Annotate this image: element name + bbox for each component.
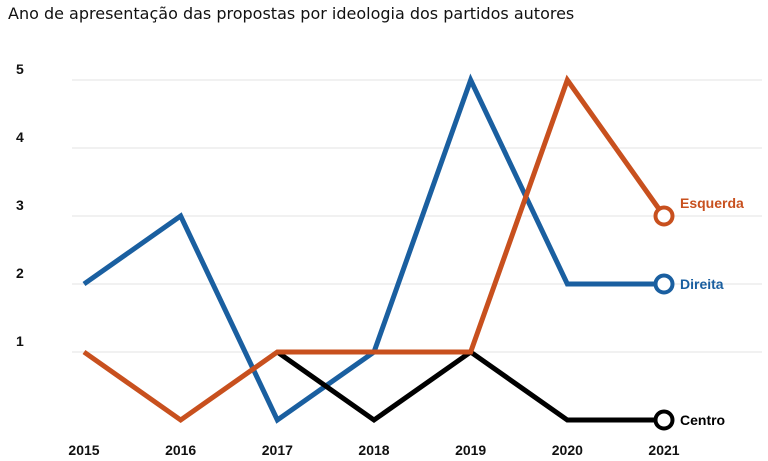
x-tick-label: 2015 <box>68 442 99 458</box>
x-tick-label: 2021 <box>648 442 679 458</box>
y-tick-label: 5 <box>16 61 24 77</box>
series-line-centro <box>275 348 664 424</box>
series-line-direita <box>82 73 664 424</box>
end-marker-esquerda <box>653 205 675 227</box>
series-lines <box>82 73 667 424</box>
x-tick-label: 2018 <box>358 442 389 458</box>
series-labels: Direita Centro Esquerda <box>680 195 744 428</box>
x-tick-label: 2019 <box>455 442 486 458</box>
x-tick-label: 2016 <box>165 442 196 458</box>
x-axis-ticks: 2015 2016 2017 2018 2019 2020 2021 <box>68 442 679 458</box>
series-end-markers <box>653 205 675 431</box>
end-marker-direita <box>653 273 675 295</box>
y-tick-label: 1 <box>16 333 24 349</box>
x-tick-label: 2017 <box>262 442 293 458</box>
series-label-esquerda: Esquerda <box>680 195 744 211</box>
x-tick-label: 2020 <box>552 442 583 458</box>
y-axis-ticks: 1 2 3 4 5 <box>16 61 24 349</box>
y-tick-label: 4 <box>16 129 24 145</box>
end-marker-centro <box>653 409 675 431</box>
series-label-direita: Direita <box>680 276 724 292</box>
chart-title: Ano de apresentação das propostas por id… <box>8 4 575 23</box>
series-label-centro: Centro <box>680 412 725 428</box>
y-tick-label: 3 <box>16 197 24 213</box>
series-line-esquerda <box>82 74 667 424</box>
y-tick-label: 2 <box>16 265 24 281</box>
